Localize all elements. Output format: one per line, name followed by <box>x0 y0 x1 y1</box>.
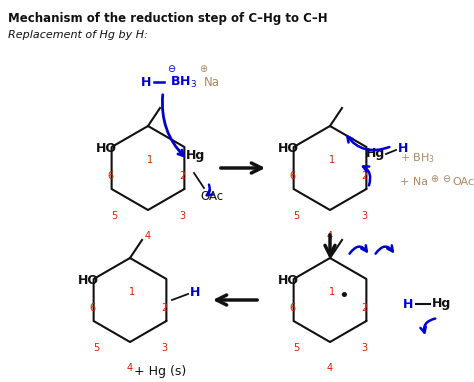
Text: 4: 4 <box>327 363 333 373</box>
Text: 4: 4 <box>127 363 133 373</box>
Text: 5: 5 <box>111 211 117 221</box>
Text: 2: 2 <box>361 303 367 313</box>
Text: 3: 3 <box>179 211 185 221</box>
Text: HO: HO <box>278 274 299 286</box>
Text: 5: 5 <box>293 211 299 221</box>
Text: Hg: Hg <box>366 147 385 160</box>
Text: 1: 1 <box>129 287 135 297</box>
Text: $\ominus$: $\ominus$ <box>442 173 451 183</box>
Text: HO: HO <box>278 141 299 154</box>
Text: 3: 3 <box>161 343 167 353</box>
Text: H: H <box>398 141 409 154</box>
Text: 2: 2 <box>161 303 167 313</box>
Text: 6: 6 <box>289 303 295 313</box>
Text: 1: 1 <box>329 155 335 165</box>
Text: Na: Na <box>204 76 220 89</box>
Text: Replacement of Hg by H:: Replacement of Hg by H: <box>8 30 148 40</box>
Text: 2: 2 <box>361 171 367 181</box>
Text: $\ominus$: $\ominus$ <box>167 63 177 73</box>
Text: + Na: + Na <box>400 177 428 187</box>
Text: •: • <box>338 287 349 305</box>
Text: + BH$_3$: + BH$_3$ <box>400 151 435 165</box>
Text: + Hg (s): + Hg (s) <box>134 366 186 379</box>
Text: H: H <box>141 76 151 89</box>
Text: OAc: OAc <box>200 190 223 203</box>
Text: H: H <box>403 298 413 311</box>
Text: 1: 1 <box>329 287 335 297</box>
Text: Mechanism of the reduction step of C–Hg to C–H: Mechanism of the reduction step of C–Hg … <box>8 12 328 25</box>
Text: 4: 4 <box>327 231 333 241</box>
Text: HO: HO <box>78 274 99 286</box>
Text: 1: 1 <box>147 155 153 165</box>
Text: 5: 5 <box>93 343 99 353</box>
Text: H: H <box>190 285 201 298</box>
Text: $\oplus$: $\oplus$ <box>200 63 209 74</box>
Text: BH$_3$: BH$_3$ <box>170 74 197 89</box>
Text: Hg: Hg <box>186 149 205 162</box>
Text: 6: 6 <box>89 303 95 313</box>
Text: HO: HO <box>96 141 117 154</box>
Text: OAc: OAc <box>452 177 474 187</box>
Text: 6: 6 <box>289 171 295 181</box>
Text: 6: 6 <box>107 171 113 181</box>
Text: 2: 2 <box>179 171 185 181</box>
Text: 4: 4 <box>145 231 151 241</box>
Text: 3: 3 <box>361 343 367 353</box>
Text: Hg: Hg <box>432 298 451 311</box>
Text: 5: 5 <box>293 343 299 353</box>
Text: 3: 3 <box>361 211 367 221</box>
Text: $\oplus$: $\oplus$ <box>430 173 439 183</box>
